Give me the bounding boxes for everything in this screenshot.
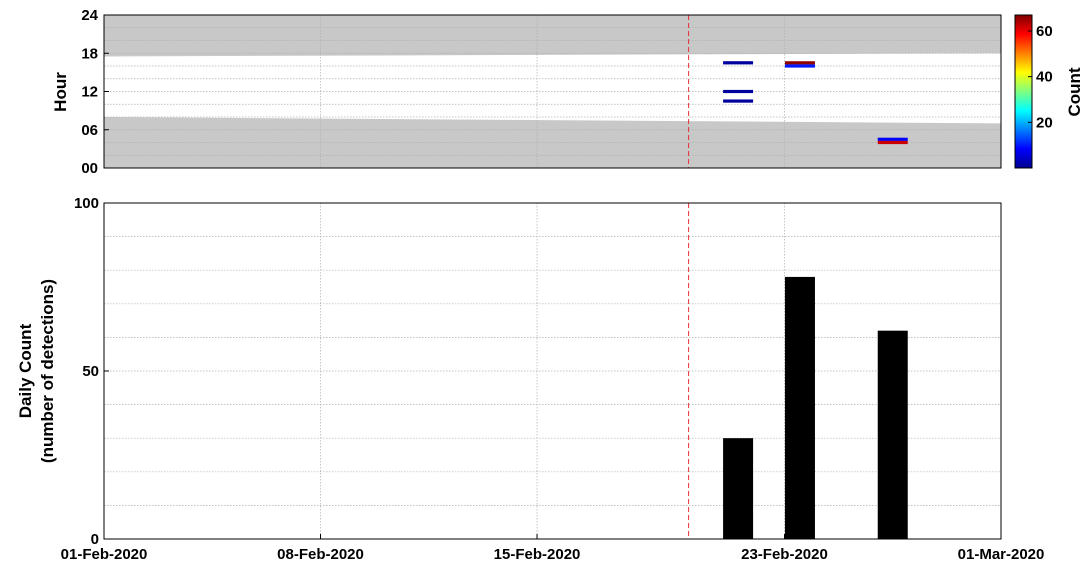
heatmap-grid: [104, 15, 1001, 168]
count-colorbar: 20 40 60 Count: [1014, 14, 1084, 169]
daily-count-axis-sublabel: (number of detections): [38, 279, 57, 463]
colorbar-tick-label: 60: [1036, 23, 1053, 40]
colorbar-tick-label: 20: [1036, 114, 1053, 131]
x-tick-label: 01-Mar-2020: [958, 546, 1045, 563]
x-tick-label: 01-Feb-2020: [61, 546, 148, 563]
y-tick-label: 24: [81, 7, 98, 24]
colorbar-gradient: [1014, 14, 1033, 169]
date-x-ticks: 01-Feb-2020 08-Feb-2020 15-Feb-2020 23-Feb-…: [61, 534, 1045, 563]
bar-grid: [104, 203, 1001, 539]
y-tick-label: 18: [81, 45, 98, 62]
evening-night-band: [104, 15, 1001, 57]
y-tick-label: 100: [74, 195, 99, 212]
hourly-heatmap-panel: 00 06 12 18 24 Hour: [51, 7, 1002, 177]
y-tick-label: 12: [81, 84, 98, 101]
y-tick-label: 0: [91, 531, 99, 548]
heatmap-cell: [723, 61, 754, 65]
x-tick-label: 15-Feb-2020: [494, 546, 581, 563]
daily-count-panel: 0 50 100 01-Feb-2020 08-Feb-2020 15-Feb-2020…: [16, 195, 1044, 563]
heatmap-cell: [784, 64, 815, 68]
daily-count-bar: [723, 438, 754, 539]
heatmap-cell: [723, 89, 754, 94]
heatmap-cells: [723, 61, 908, 145]
colorbar-tick-label: 40: [1036, 69, 1053, 86]
daily-count-axis-label: Daily Count: [16, 323, 35, 418]
hour-axis-label: Hour: [51, 72, 70, 112]
x-tick-label: 23-Feb-2020: [741, 546, 828, 563]
count-y-ticks: 0 50 100: [74, 195, 109, 548]
y-tick-label: 50: [82, 363, 99, 380]
y-tick-label: 06: [81, 122, 98, 139]
hour-y-ticks: 00 06 12 18 24: [81, 7, 109, 177]
bars: [723, 276, 908, 539]
colorbar-label: Count: [1065, 67, 1084, 116]
heatmap-cell: [784, 61, 815, 65]
colorbar-ticks: 20 40 60: [1028, 23, 1053, 131]
x-tick-label: 08-Feb-2020: [277, 546, 364, 563]
daily-count-bar: [877, 330, 908, 539]
heatmap-cell: [877, 140, 908, 145]
daily-count-bar: [784, 276, 815, 539]
heatmap-cell: [723, 99, 754, 103]
y-tick-label: 00: [81, 160, 98, 177]
heatmap-cell: [877, 137, 908, 141]
